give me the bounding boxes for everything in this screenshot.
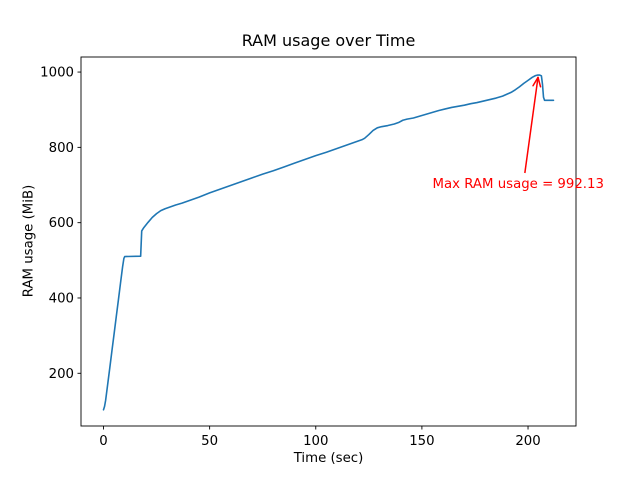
x-axis-label: Time (sec) [293, 451, 364, 466]
x-tick-label: 50 [201, 434, 218, 449]
y-tick-label: 800 [49, 141, 74, 156]
chart-title: RAM usage over Time [241, 31, 416, 50]
x-tick-label: 150 [409, 434, 434, 449]
x-tick-label: 200 [515, 434, 540, 449]
axes-spines [80, 56, 577, 427]
y-axis-label: RAM usage (MiB) [21, 184, 37, 298]
x-tick-label: 100 [303, 434, 328, 449]
max-ram-annotation: Max RAM usage = 992.13 [432, 177, 604, 193]
ram-usage-line [102, 74, 555, 411]
annotation-arrow [524, 76, 542, 174]
y-tick-label: 600 [49, 216, 74, 231]
x-tick-label: 0 [99, 434, 107, 449]
y-tick-label: 400 [49, 291, 74, 306]
y-tick-label: 1000 [40, 66, 74, 81]
y-tick-label: 200 [49, 367, 74, 382]
